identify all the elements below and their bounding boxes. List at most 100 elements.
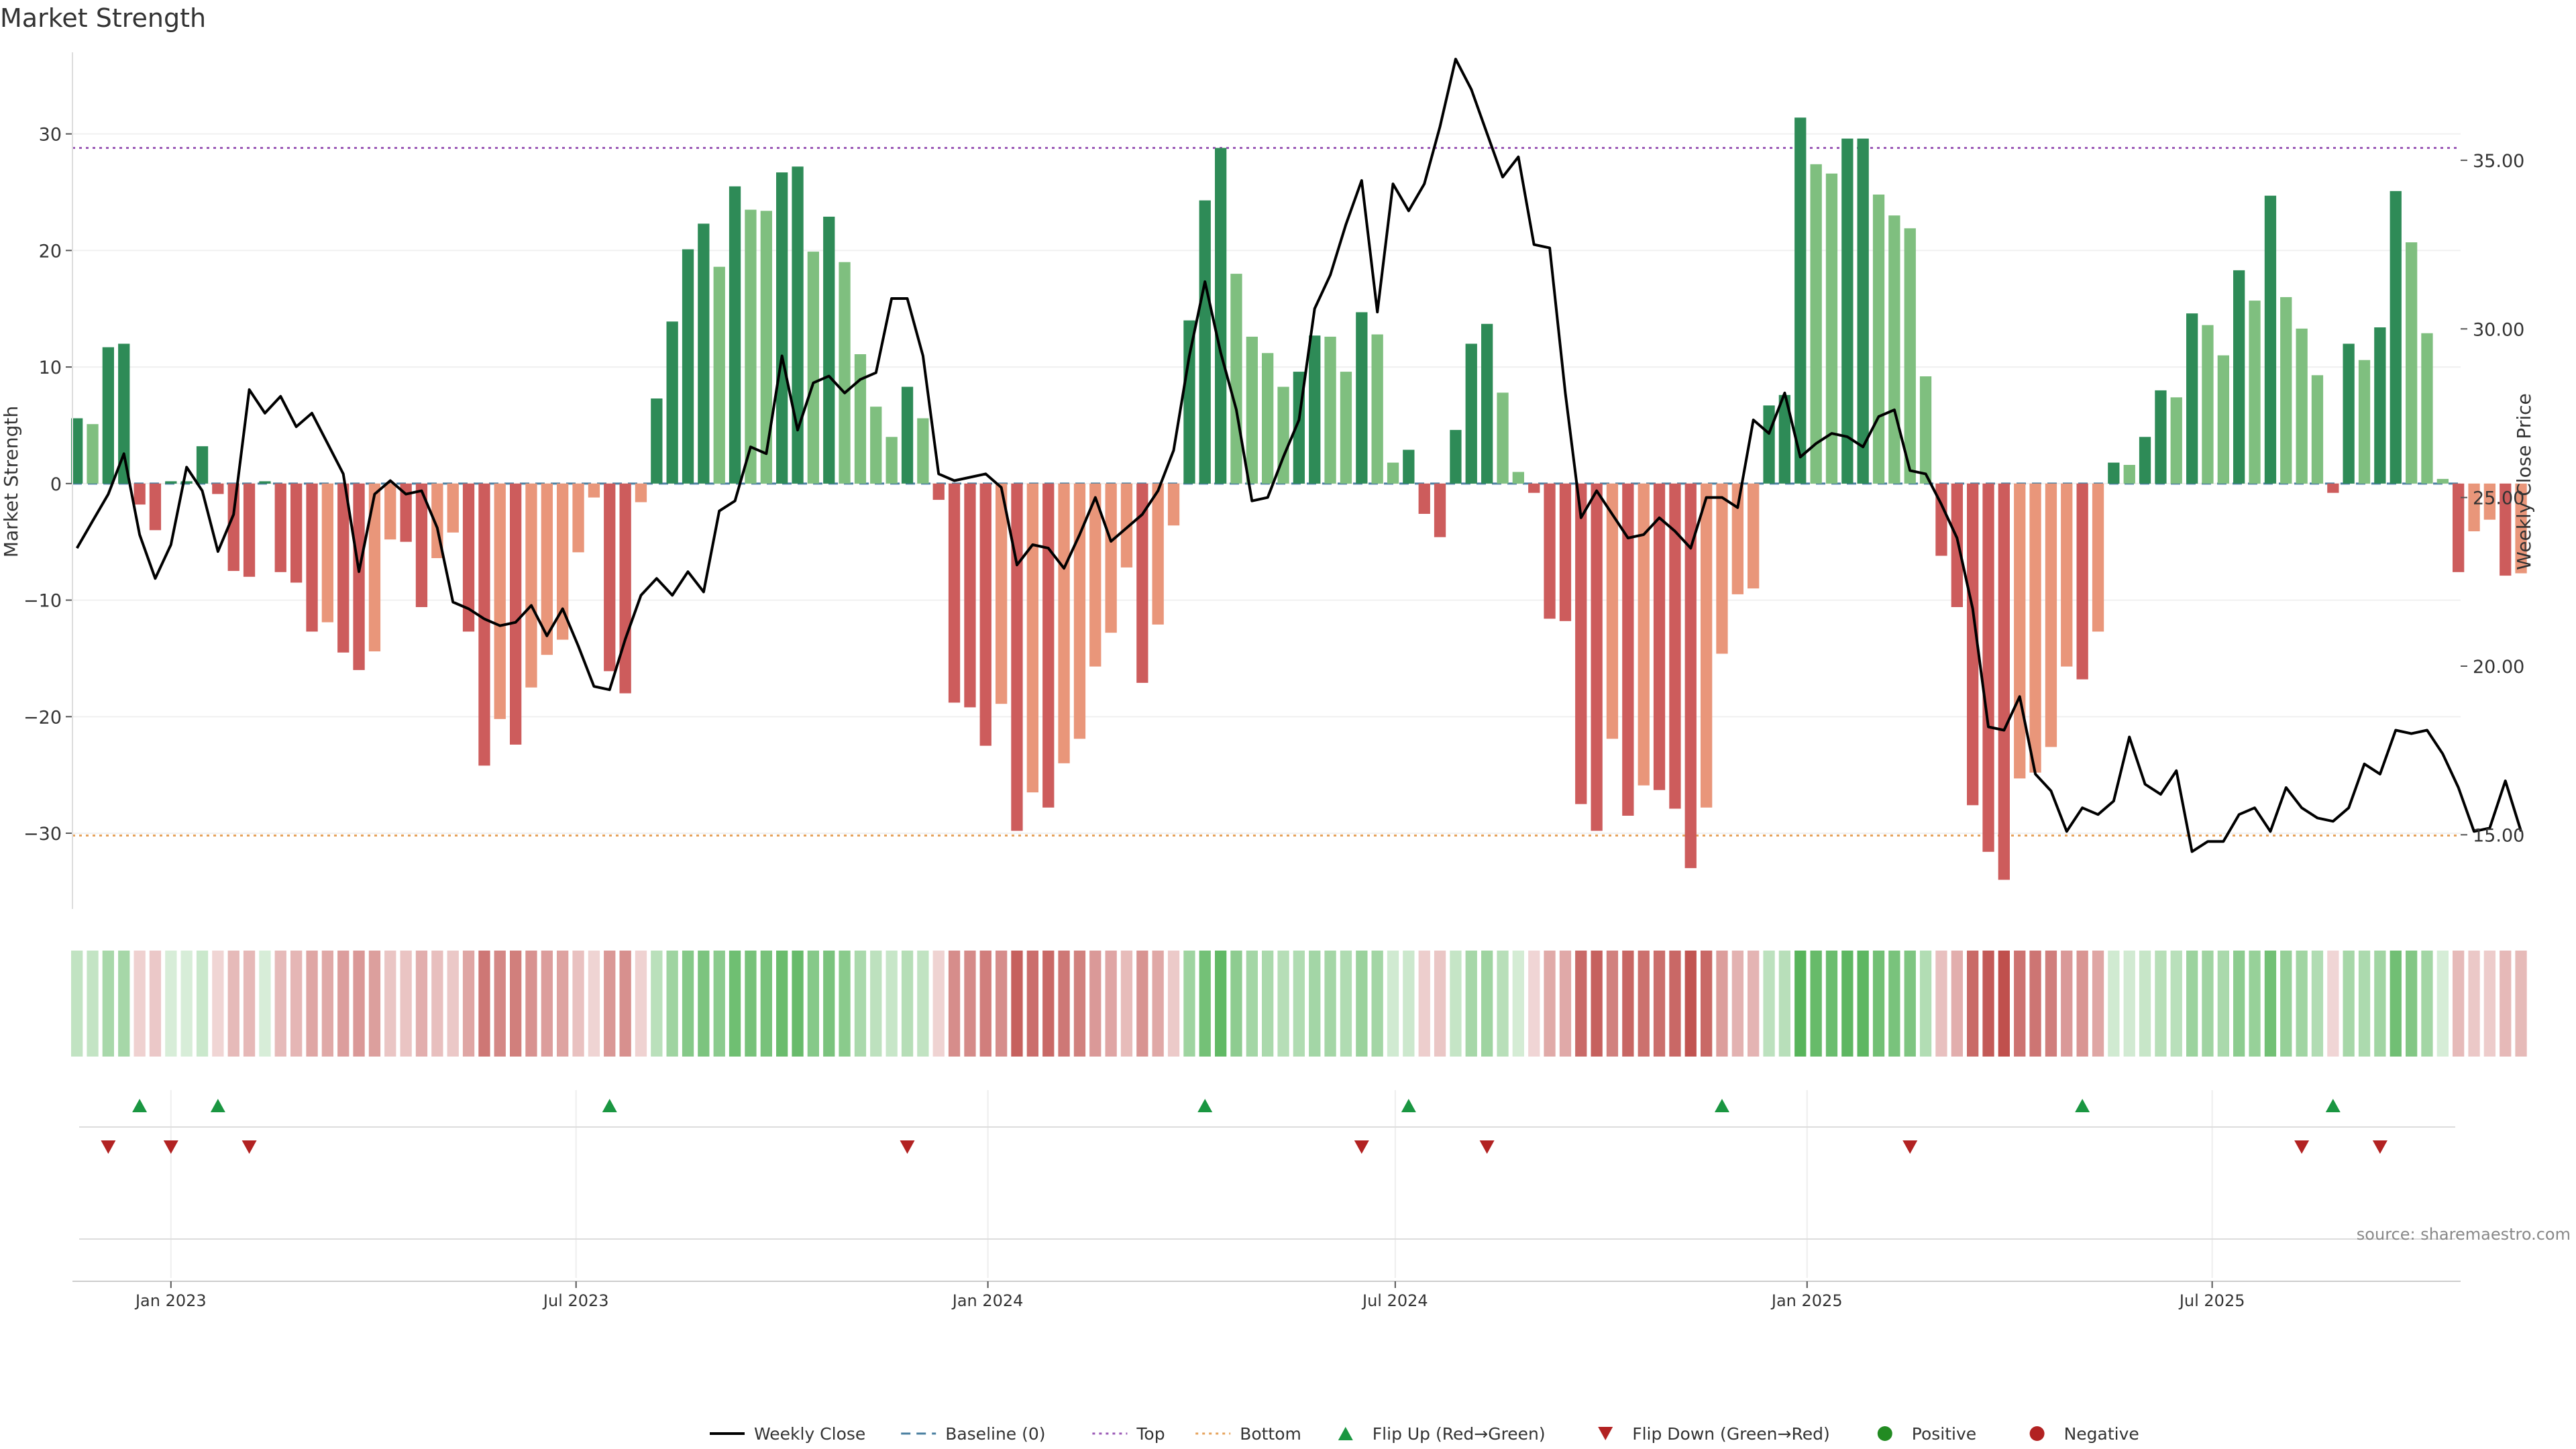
heat-cell [494,951,506,1057]
strength-bar [1872,195,1885,484]
y2-tick-label: 30.00 [2473,319,2524,340]
strength-bar [1778,394,1790,484]
strength-bar [71,418,83,484]
heat-cell [1512,951,1524,1057]
heat-cell [682,951,694,1057]
strength-bar [337,483,350,653]
x-tick-label: Jul 2023 [542,1291,609,1310]
strength-bar [1731,483,1743,594]
legend-label: Weekly Close [754,1424,865,1444]
flip-down-marker [1354,1140,1369,1154]
heat-cell [2170,951,2182,1057]
strength-bar [1026,483,1038,793]
strength-bar [572,483,584,553]
heat-cell [1904,951,1916,1057]
strength-bar [2029,483,2041,773]
strength-bar [259,481,271,484]
strength-bar [1606,483,1619,739]
strength-bar [2468,483,2480,531]
strength-bar [979,483,991,746]
strength-bar [243,483,256,577]
strength-bar [2202,325,2214,484]
heat-cell [1309,951,1321,1057]
strength-bar [854,354,867,484]
heat-cell [1073,951,1086,1057]
strength-bar [180,481,193,484]
heat-cell [964,951,976,1057]
y2-tick-label: 20.00 [2473,657,2524,678]
heat-cell [1293,951,1305,1057]
heat-cell [1528,951,1540,1057]
strength-bar [2280,297,2292,484]
heat-cell [651,951,663,1057]
heat-cell [885,951,898,1057]
strength-bar [368,483,381,651]
flip-down-marker [1479,1140,1495,1154]
heat-cell [1998,951,2010,1057]
strength-bar [1528,483,1540,493]
strength-bar [2311,375,2324,484]
strength-bar [666,321,678,484]
strength-bar [1136,483,1148,683]
heat-cell [400,951,412,1057]
strength-bar [1309,335,1321,484]
legend-label: Baseline (0) [945,1424,1045,1444]
strength-bar [2076,483,2088,680]
heat-cell [1872,951,1885,1057]
strength-bar [2139,437,2151,484]
strength-bar [698,223,710,484]
heat-cell [2468,951,2480,1057]
heat-cell [917,951,929,1057]
y-tick-label: −30 [23,824,62,845]
strength-bar [415,483,428,607]
strength-bar [1262,353,1274,484]
heat-cell [619,951,631,1057]
heat-cell [1544,951,1556,1057]
heat-cell [1951,951,1963,1057]
strength-bar [2233,270,2245,484]
strength-bar [1512,472,1524,484]
heat-cell [1356,951,1368,1057]
heat-cell [447,951,459,1057]
strength-bar [1387,462,1399,484]
heat-cell [713,951,725,1057]
strength-bar [1716,483,1728,654]
strength-bar [1904,228,1916,484]
strength-bar [2483,483,2496,520]
strength-bar [1857,138,1869,484]
heat-cell [1199,951,1211,1057]
heat-cell [431,951,443,1057]
heat-cell [979,951,991,1057]
heat-cell [1841,951,1854,1057]
legend-label: Flip Up (Red→Green) [1373,1424,1546,1444]
heat-cell [1167,951,1180,1057]
strength-bar [118,343,130,484]
strength-bar [823,217,835,484]
strength-bar [274,483,286,572]
heat-cell [2343,951,2355,1057]
heat-cell [745,951,757,1057]
heat-cell [1575,951,1587,1057]
legend-label: Negative [2064,1424,2139,1444]
heat-cell [2249,951,2261,1057]
heat-cell [353,951,365,1057]
strength-bar [1120,483,1133,568]
x-tick-label: Jan 2024 [951,1291,1024,1310]
heat-cell [823,951,835,1057]
strength-bar [290,483,303,583]
strength-bar [1669,483,1681,809]
heat-cell [807,951,819,1057]
heat-cell [2390,951,2402,1057]
strength-bar [885,437,898,484]
strength-bar [447,483,459,533]
strength-bar [1497,392,1509,484]
flip-down-marker [2294,1140,2310,1154]
strength-bar [1450,429,1462,484]
heat-cell [368,951,381,1057]
flip-up-marker [2075,1099,2090,1112]
heat-cell [1387,951,1399,1057]
strength-bar [932,483,945,500]
strength-bar [1011,483,1023,831]
strength-bar [478,483,490,766]
